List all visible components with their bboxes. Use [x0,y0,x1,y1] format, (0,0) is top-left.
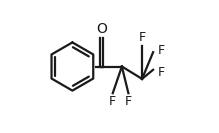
Text: F: F [157,44,164,57]
Text: F: F [157,66,164,79]
Text: F: F [138,31,146,44]
Text: F: F [125,95,132,107]
Text: F: F [109,95,116,107]
Text: O: O [96,22,107,36]
